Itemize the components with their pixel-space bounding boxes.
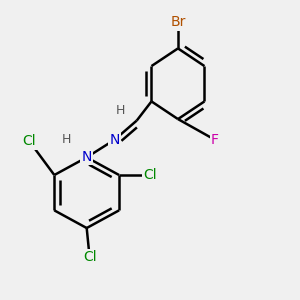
Text: N: N — [82, 150, 92, 164]
Text: H: H — [61, 133, 71, 146]
Text: F: F — [211, 133, 219, 147]
Text: Cl: Cl — [143, 168, 157, 182]
Text: H: H — [116, 104, 125, 117]
Text: H: H — [116, 104, 125, 117]
Text: N: N — [110, 133, 120, 147]
Text: H: H — [61, 133, 71, 146]
Text: Cl: Cl — [22, 134, 36, 148]
Text: Br: Br — [170, 15, 186, 29]
Text: Cl: Cl — [83, 250, 97, 265]
